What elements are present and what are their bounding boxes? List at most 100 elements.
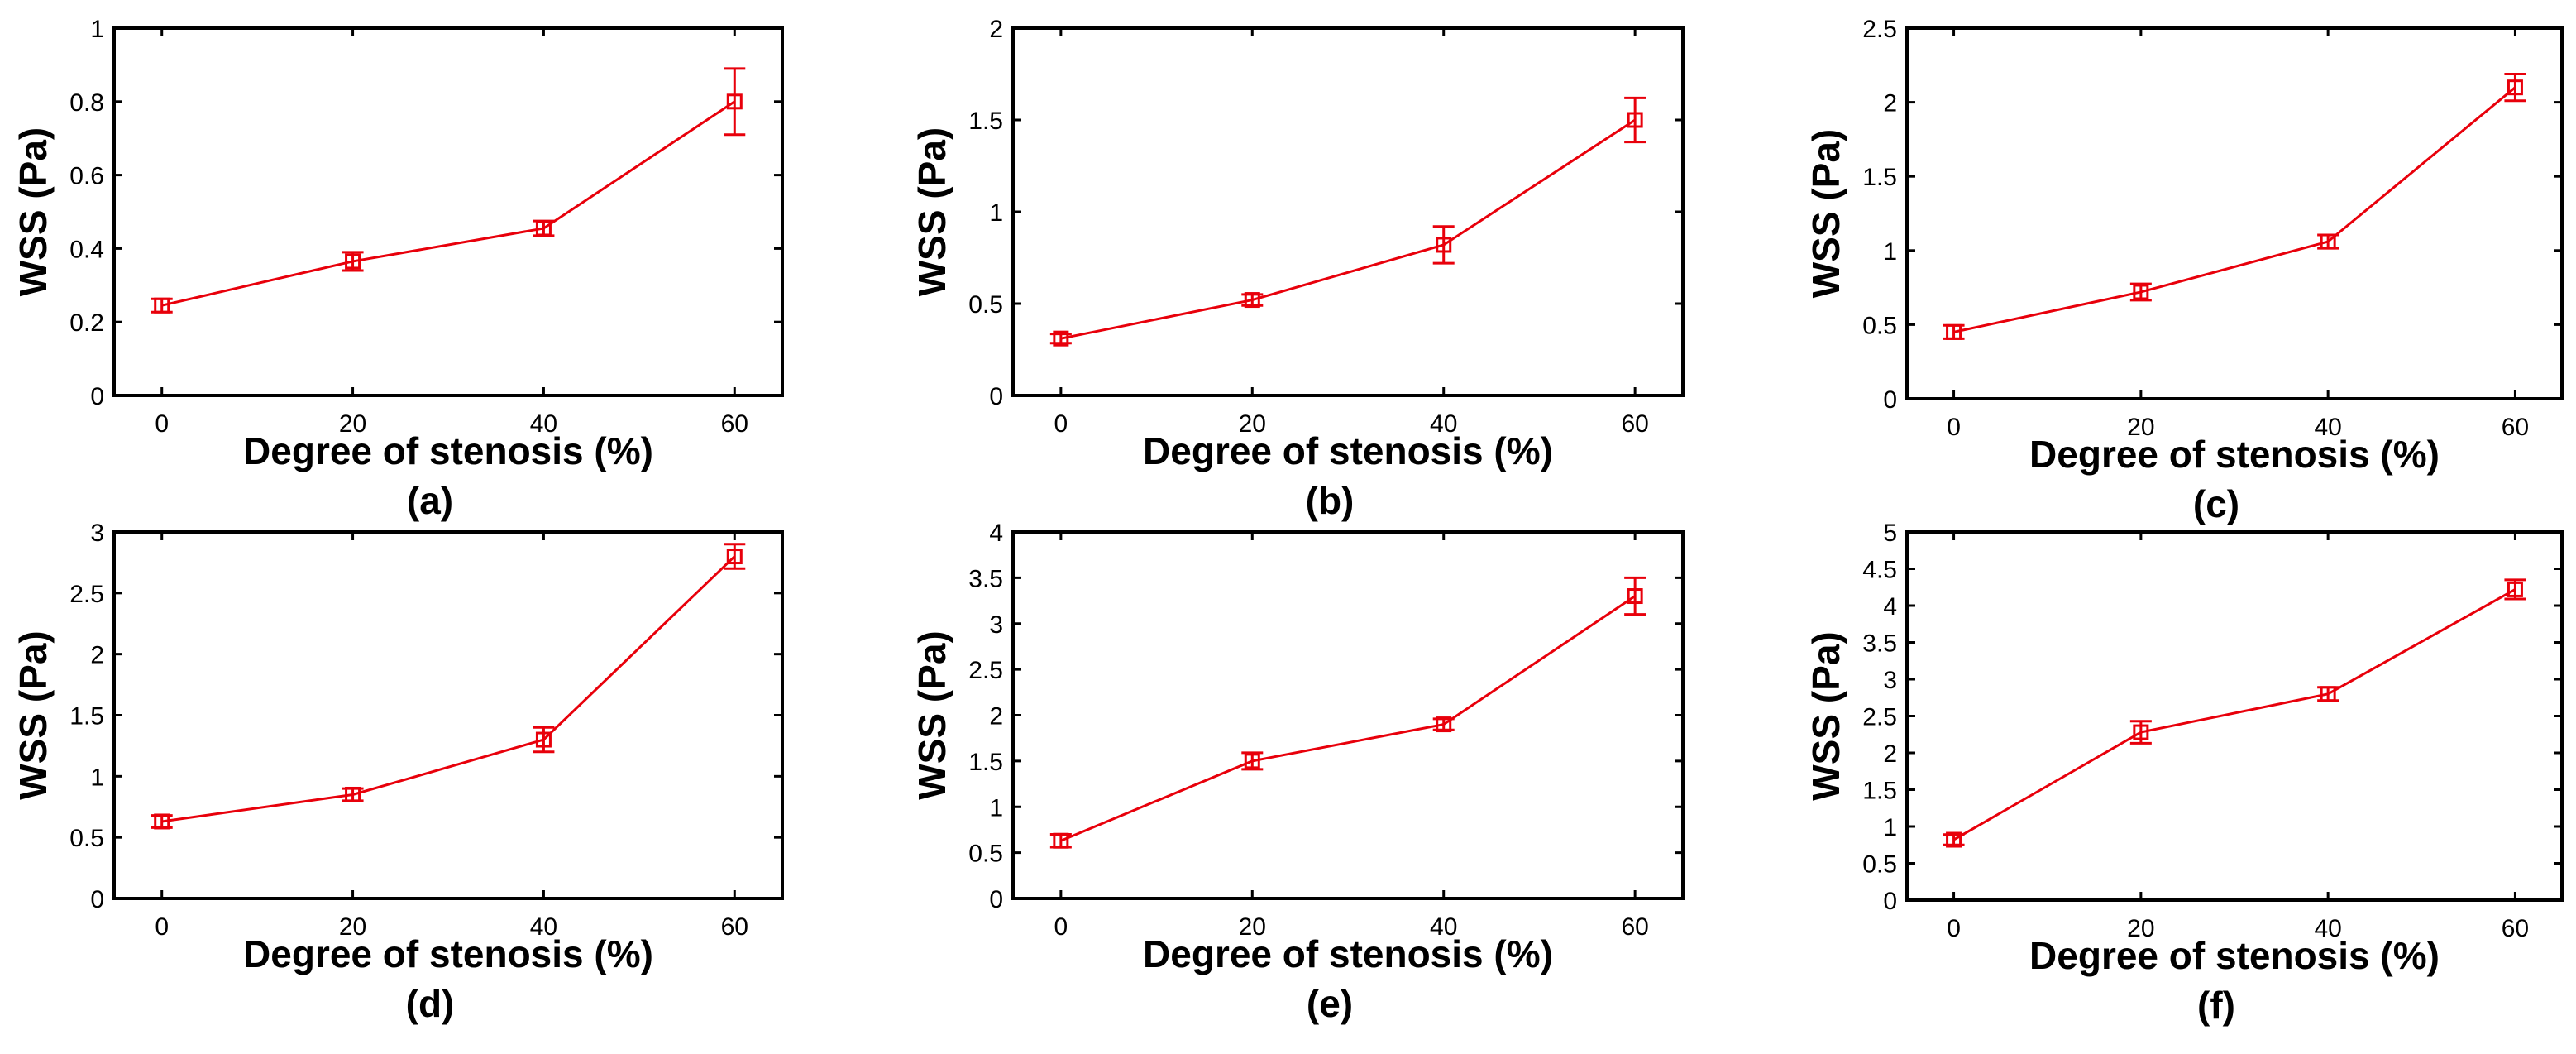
x-tick-label: 40	[530, 410, 557, 438]
y-tick-label: 1	[90, 16, 104, 43]
y-axis-title: WSS (Pa)	[910, 127, 953, 296]
data-point-marker	[1436, 237, 1452, 253]
y-tick-label: 1.5	[69, 703, 104, 731]
x-tick-label: 60	[2502, 414, 2529, 441]
data-point-marker	[726, 93, 743, 110]
y-tick-label: 0	[1883, 386, 1897, 414]
y-tick-label: 1	[1883, 238, 1897, 266]
series-line	[1060, 595, 1636, 842]
y-tick-label: 2	[989, 16, 1003, 43]
data-point-marker	[2320, 233, 2336, 250]
data-point-marker	[1436, 716, 1452, 733]
x-tick-label: 0	[1947, 915, 1961, 942]
y-tick-label: 0	[90, 383, 104, 410]
x-axis-title: Degree of stenosis (%)	[1143, 932, 1553, 975]
y-tick-label: 0.5	[968, 841, 1003, 868]
x-tick-label: 60	[721, 410, 748, 438]
x-tick-label: 20	[1239, 410, 1266, 438]
y-tick-label: 1	[989, 199, 1003, 227]
data-point-marker	[2507, 79, 2523, 96]
x-tick-label: 20	[339, 410, 366, 438]
data-point-marker	[2133, 284, 2149, 300]
x-axis-title: Degree of stenosis (%)	[2029, 433, 2440, 476]
y-tick-label: 0	[989, 886, 1003, 913]
chart-panel-b: 0 20 40 60 0 0.5 1 1.5 2 Degree of stenosis (%) WS…	[910, 16, 1685, 522]
y-tick-label: 3	[989, 611, 1003, 639]
y-tick-label: 2	[989, 703, 1003, 731]
x-tick-label: 20	[2127, 915, 2154, 942]
data-point-marker	[1627, 112, 1643, 128]
chart-panel-c: 0 20 40 60 0 0.5 1 1.5 2 2.5 Degree of stenosis (%…	[1804, 16, 2564, 525]
x-axis-title: Degree of stenosis (%)	[243, 932, 653, 975]
series-line	[1953, 86, 2516, 333]
y-axis-title: WSS (Pa)	[910, 630, 953, 799]
y-tick-label: 0.4	[69, 236, 104, 263]
panel-label: (a)	[407, 479, 453, 522]
y-tick-label: 4.5	[1862, 557, 1897, 584]
chart-panel-f: 0 20 40 60 0 0.5 1 1.5 2 2.5 3 3.5 4 4.5 5 Degree of st…	[1804, 520, 2564, 1027]
x-tick-label: 40	[2314, 414, 2341, 441]
data-point-marker	[1244, 753, 1260, 769]
y-tick-label: 2.5	[69, 581, 104, 608]
plot-frame	[1905, 26, 2564, 400]
x-tick-label: 40	[530, 913, 557, 941]
x-tick-label: 60	[2502, 915, 2529, 942]
y-tick-label: 1	[989, 794, 1003, 822]
x-tick-label: 40	[1430, 410, 1457, 438]
plot-frame	[112, 530, 784, 900]
data-point-marker	[2133, 724, 2149, 740]
y-tick-label: 1.5	[968, 749, 1003, 776]
data-point-marker	[1627, 588, 1643, 605]
y-axis-title: WSS (Pa)	[12, 630, 55, 799]
y-tick-label: 0	[989, 383, 1003, 410]
y-tick-label: 3.5	[968, 565, 1003, 592]
y-tick-label: 1.5	[1862, 164, 1897, 191]
y-tick-label: 0.5	[1862, 851, 1897, 879]
y-tick-label: 1	[1883, 814, 1897, 841]
x-tick-label: 40	[1430, 913, 1457, 941]
plot-frame	[1011, 530, 1685, 900]
data-point-marker	[2507, 581, 2523, 597]
x-tick-label: 0	[1054, 913, 1068, 941]
y-tick-label: 1	[90, 764, 104, 791]
y-tick-label: 2	[90, 642, 104, 669]
data-point-marker	[345, 786, 361, 802]
data-point-marker	[535, 220, 552, 237]
y-tick-label: 0.6	[69, 163, 104, 190]
y-tick-label: 0.5	[1862, 312, 1897, 339]
data-point-marker	[1946, 831, 1962, 848]
plot-frame	[112, 26, 784, 397]
data-point-marker	[154, 297, 170, 314]
x-axis-title: Degree of stenosis (%)	[1143, 429, 1553, 472]
x-tick-label: 0	[1054, 410, 1068, 438]
x-tick-label: 20	[339, 913, 366, 941]
data-point-marker	[726, 549, 743, 565]
data-point-marker	[2320, 686, 2336, 702]
y-tick-label: 2	[1883, 90, 1897, 117]
y-tick-label: 4	[1883, 593, 1897, 620]
data-point-marker	[345, 253, 361, 270]
y-tick-label: 1.5	[968, 108, 1003, 135]
data-point-marker	[1053, 832, 1069, 849]
chart-panel-e: 0 20 40 60 0 0.5 1 1.5 2 2.5 3 3.5 4 Degree of stenos…	[910, 520, 1685, 1025]
y-tick-label: 0.8	[69, 89, 104, 117]
data-point-marker	[1244, 292, 1260, 309]
y-axis-title: WSS (Pa)	[1804, 129, 1847, 298]
y-tick-label: 2	[1883, 740, 1897, 768]
chart-panel-d: 0 20 40 60 0 0.5 1 1.5 2 2.5 3 Degree of stenosis (…	[12, 520, 784, 1025]
x-tick-label: 0	[155, 410, 169, 438]
data-point-marker	[535, 731, 552, 748]
y-tick-label: 4	[989, 520, 1003, 547]
y-tick-label: 0.2	[69, 309, 104, 337]
y-tick-label: 3	[90, 520, 104, 547]
x-tick-label: 20	[2127, 414, 2154, 441]
series-line	[1060, 118, 1636, 340]
data-point-marker	[1946, 323, 1962, 340]
plot-frame	[1011, 26, 1685, 397]
y-tick-label: 3	[1883, 667, 1897, 694]
x-tick-label: 40	[2314, 915, 2341, 942]
y-tick-label: 0.5	[968, 291, 1003, 319]
x-tick-label: 20	[1239, 913, 1266, 941]
y-axis-title: WSS (Pa)	[12, 127, 55, 296]
